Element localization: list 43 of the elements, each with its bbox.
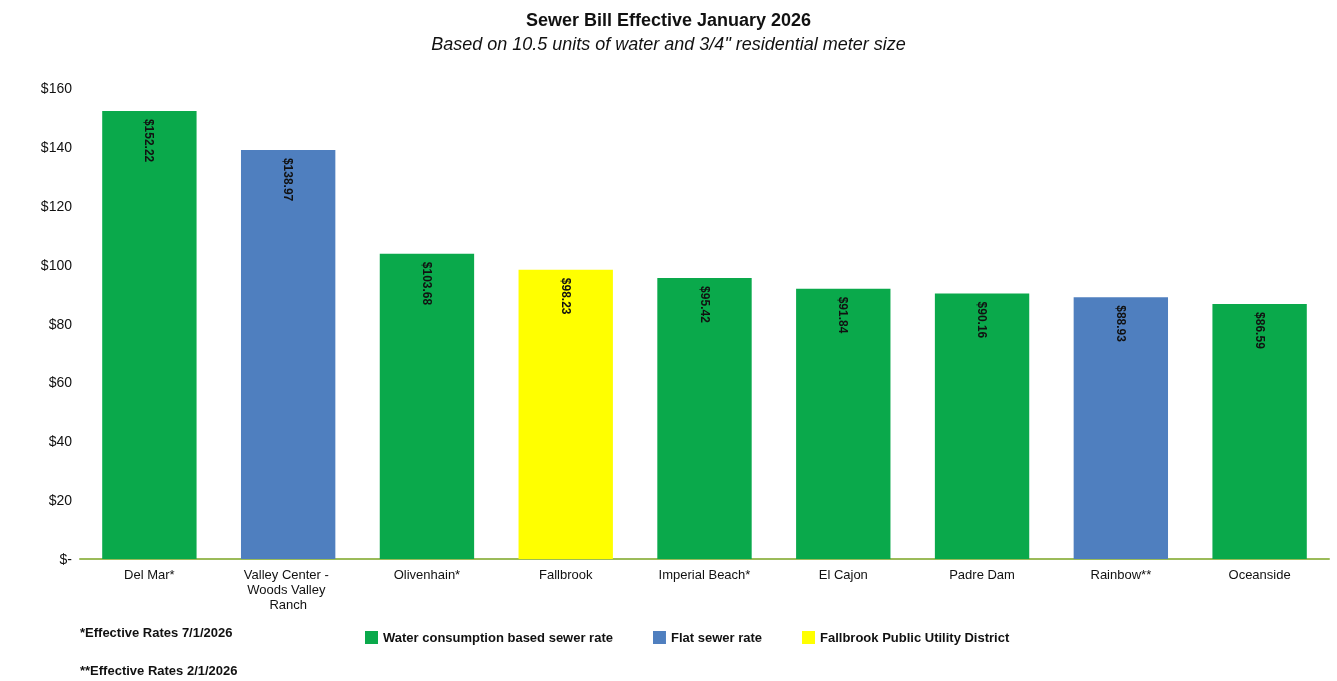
bar [1212,304,1307,559]
y-tick-label: $140 [40,138,73,155]
data-label: $88.93 [1113,305,1128,343]
bar [379,253,475,559]
legend-label: Flat sewer rate [670,630,763,645]
data-label: $86.59 [1252,312,1267,350]
x-tick-label: El Cajon [818,567,868,582]
x-tick-label: Del Mar* [124,567,175,582]
bar [102,110,197,559]
y-tick-label: $60 [48,374,73,391]
bar [657,278,752,559]
y-tick-label: $100 [40,256,73,273]
chart-title: Sewer Bill Effective January 2026 [525,10,812,30]
bar [1073,297,1169,559]
data-label: $152.22 [142,118,157,163]
x-tick-label: Olivenhain* [393,567,461,582]
bar [518,269,613,559]
text: **Effective Rates 2/1/2026 [80,663,238,678]
x-tick-label: Rainbow** [1090,567,1152,582]
data-label: $91.84 [836,296,851,334]
legend-label: Water consumption based sewer rate [383,630,613,645]
bar [934,293,1030,559]
y-tick-label: $80 [48,315,73,332]
y-tick-label: $20 [48,492,73,509]
legend-label: Fallbrook Public Utility District [820,630,1010,645]
x-tick-label: Fallbrook [538,567,593,582]
bar [240,149,336,559]
data-label: $138.97 [281,157,296,202]
x-tick-label: Padre Dam [949,567,1015,582]
y-tick-label: $- [59,551,73,567]
x-tick-label: Valley Center - Woods Valley Ranch [243,567,333,612]
data-label: $103.68 [419,261,434,306]
data-label: $95.42 [697,286,712,324]
x-tick-label: Imperial Beach* [658,567,751,582]
y-tick-label: $160 [40,80,73,96]
x-tick-label: Oceanside [1228,567,1291,582]
data-label: $90.16 [975,301,990,339]
y-tick-label: $40 [48,433,73,450]
y-tick-label: $120 [40,197,73,214]
bar [796,288,891,559]
data-label: $98.23 [558,277,573,315]
text: *Effective Rates 7/1/2026 [80,625,233,640]
chart-subtitle: Based on 10.5 units of water and 3/4" residential meter size [431,34,906,54]
